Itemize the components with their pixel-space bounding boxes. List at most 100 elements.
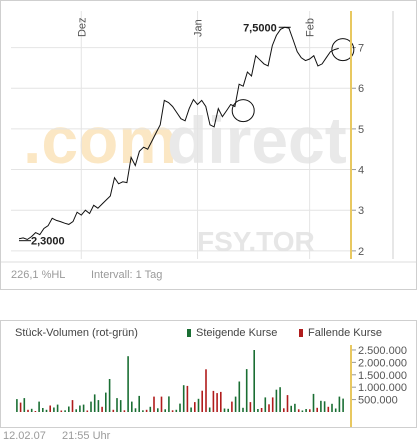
volume-y-tick-label: 2.000.000 <box>358 357 407 369</box>
volume-y-tick-label: 500.000 <box>358 395 398 407</box>
volume-bar <box>45 409 48 412</box>
volume-bar <box>327 406 330 412</box>
volume-bar <box>97 400 100 412</box>
footer-time: 21:55 Uhr <box>62 430 111 442</box>
symbol-watermark: FSY.TOR <box>197 226 315 257</box>
volume-bar <box>179 403 181 412</box>
price-y-tick-label: 6 <box>358 83 364 95</box>
performance-text: 226,1 %HL <box>11 269 66 281</box>
volume-bar <box>164 409 166 412</box>
price-x-tick-label: Jan <box>193 19 205 37</box>
volume-bar <box>212 390 215 412</box>
volume-bar <box>342 398 344 412</box>
volume-bar <box>271 397 274 412</box>
price-y-tick-label: 5 <box>358 124 364 136</box>
volume-y-labels: 500.0001.000.0001.500.0002.000.0002.500.… <box>351 345 407 407</box>
volume-bar <box>123 410 126 412</box>
volume-bar <box>286 395 289 412</box>
volume-bar <box>49 405 51 412</box>
volume-bar <box>283 408 285 412</box>
volume-bar <box>260 408 263 412</box>
volume-bar <box>134 408 137 412</box>
volume-y-tick-label: 1.500.000 <box>358 370 407 382</box>
legend-rising-swatch <box>187 329 191 338</box>
volume-bar <box>309 409 311 412</box>
volume-bar <box>275 389 278 412</box>
high-label: 7,5000 <box>243 22 277 34</box>
volume-bar <box>64 410 66 412</box>
volume-bar <box>194 402 196 412</box>
volume-bar <box>160 396 163 412</box>
volume-bar <box>201 390 203 412</box>
volume-bar <box>157 408 159 412</box>
volume-bar <box>34 411 37 412</box>
volume-bars <box>16 350 344 412</box>
volume-bar <box>186 385 189 412</box>
volume-panel: Stück-Volumen (rot-grün) Steigende Kurse… <box>0 320 417 428</box>
volume-bar <box>316 407 318 412</box>
volume-bar <box>245 369 248 412</box>
price-x-tick-label: Dez <box>76 17 88 37</box>
volume-bar <box>105 392 107 412</box>
volume-bar <box>216 393 218 412</box>
price-y-tick-label: 4 <box>358 165 364 177</box>
volume-bar <box>19 402 22 412</box>
interval-text: Intervall: 1 Tag <box>91 269 163 281</box>
volume-bar <box>127 356 129 412</box>
volume-bar <box>257 409 259 412</box>
volume-bar <box>312 393 315 412</box>
price-y-tick-label: 7 <box>358 43 364 55</box>
volume-bar <box>101 406 103 412</box>
volume-bar <box>249 402 252 412</box>
volume-bar <box>190 407 192 412</box>
volume-bar <box>27 409 29 412</box>
volume-bar <box>149 406 152 412</box>
volume-bar <box>138 395 140 412</box>
legend-falling: Fallende Kurse <box>299 327 382 339</box>
volume-bar <box>227 408 229 412</box>
volume-bar <box>108 379 111 412</box>
price-marker-circle <box>231 99 255 123</box>
volume-bar <box>223 408 226 412</box>
volume-title: Stück-Volumen (rot-grün) <box>15 327 138 339</box>
volume-bar <box>294 403 296 412</box>
price-grid <box>11 11 356 259</box>
volume-bar <box>75 409 77 412</box>
price-chart-panel: .com direct FSY.TOR Dez Jan Feb 2 3 4 5 6 7 2,3… <box>0 0 417 290</box>
volume-bar <box>205 369 207 412</box>
volume-bar <box>60 410 63 412</box>
volume-bar <box>168 396 170 412</box>
low-label: 2,3000 <box>31 236 65 248</box>
volume-bar <box>297 409 300 412</box>
volume-bar <box>82 404 85 412</box>
price-annotations: 2,3000 7,5000 <box>19 22 355 248</box>
volume-bar <box>320 400 322 412</box>
volume-bar <box>323 401 326 412</box>
volume-bar <box>68 406 70 412</box>
volume-bar <box>305 409 307 412</box>
price-x-labels: Dez Jan Feb <box>76 17 316 37</box>
volume-bar <box>331 403 333 412</box>
volume-bar <box>79 405 81 412</box>
volume-bar <box>234 396 237 412</box>
footer-date: 12.02.07 <box>3 430 46 442</box>
volume-bar <box>23 398 26 412</box>
price-y-tick-label: 3 <box>358 205 364 217</box>
price-x-tick-label: Feb <box>305 18 317 37</box>
volume-bar <box>301 410 304 412</box>
volume-y-tick-label: 2.500.000 <box>358 345 407 357</box>
legend-rising: Steigende Kurse <box>187 327 277 339</box>
volume-bar <box>334 408 337 412</box>
volume-bar <box>53 407 55 412</box>
volume-bar <box>208 407 211 412</box>
volume-bar <box>290 405 292 412</box>
volume-bar <box>238 381 241 412</box>
volume-bar <box>264 397 267 412</box>
volume-bar <box>131 401 133 412</box>
volume-bar <box>16 399 18 412</box>
volume-bar <box>171 410 174 412</box>
volume-bar <box>93 394 96 412</box>
volume-bar <box>145 409 148 412</box>
volume-bar <box>338 396 341 412</box>
watermark-com: .com <box>23 103 177 177</box>
